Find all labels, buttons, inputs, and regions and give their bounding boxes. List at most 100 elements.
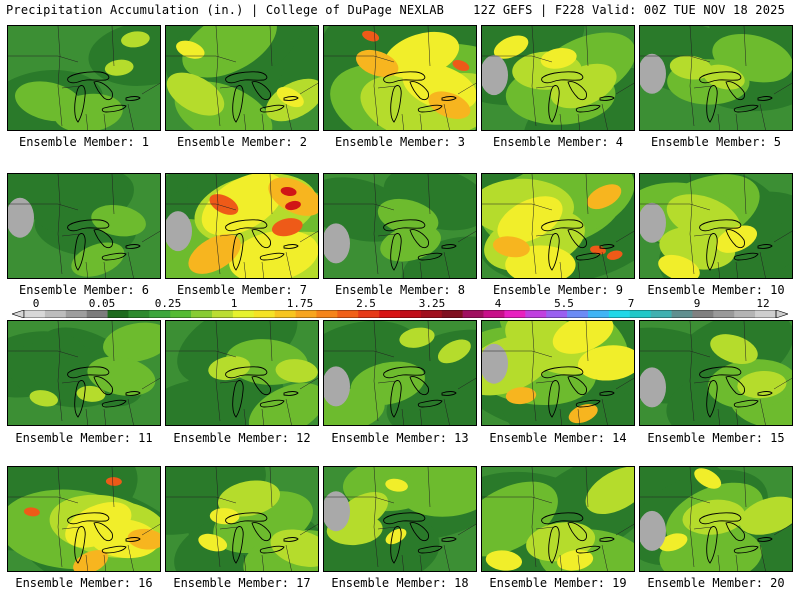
state-border xyxy=(457,377,476,390)
precip-contour xyxy=(280,186,297,197)
state-border xyxy=(373,467,379,568)
ensemble-member-panel xyxy=(323,25,477,131)
state-border xyxy=(219,85,239,89)
great-lake-outline xyxy=(93,229,113,249)
state-border xyxy=(689,174,695,275)
state-border xyxy=(401,261,405,278)
ensemble-member-panel xyxy=(7,173,161,279)
great-lake-outline xyxy=(125,244,141,249)
great-lake-outline xyxy=(409,229,429,249)
state-border xyxy=(419,554,423,571)
great-lake-outline xyxy=(259,399,285,408)
ensemble-member-label: Ensemble Member: 1 xyxy=(18,135,150,149)
state-border xyxy=(577,554,581,571)
great-lake-outline xyxy=(383,512,426,525)
great-lake-outline xyxy=(67,71,110,84)
state-border xyxy=(324,350,395,358)
colorbar-swatch xyxy=(441,310,463,318)
colorbar-swatch xyxy=(671,310,693,318)
colorbar-swatch xyxy=(608,310,631,318)
great-lake-outline xyxy=(251,81,271,101)
colorbar-swatch xyxy=(191,310,213,318)
precipitation-map xyxy=(640,174,792,278)
state-border xyxy=(215,174,221,275)
state-border xyxy=(689,467,695,568)
state-border xyxy=(482,55,553,63)
great-lake-outline xyxy=(599,537,615,542)
precip-contour xyxy=(739,496,792,535)
ensemble-member-label: Ensemble Member: 5 xyxy=(650,135,782,149)
state-border xyxy=(401,554,405,571)
great-lake-outline xyxy=(74,380,86,418)
colorbar-swatch xyxy=(253,310,275,318)
state-border xyxy=(243,554,247,571)
state-border xyxy=(243,113,247,130)
great-lake-outline xyxy=(74,526,86,564)
state-border xyxy=(377,526,397,530)
precip-contour xyxy=(182,26,277,78)
colorbar-swatch xyxy=(525,310,547,318)
great-lake-outline xyxy=(725,229,745,249)
colorbar-min-arrow xyxy=(12,310,25,318)
precip-contour xyxy=(218,480,280,517)
ensemble-member-label: Ensemble Member: 8 xyxy=(334,283,466,297)
great-lake-outline xyxy=(259,545,285,554)
great-lake-outline xyxy=(283,244,299,249)
precip-contour xyxy=(268,177,318,216)
state-border xyxy=(269,467,273,508)
great-lake-outline xyxy=(548,233,560,271)
great-lake-outline xyxy=(390,85,402,123)
great-lake-outline xyxy=(383,219,426,232)
state-border xyxy=(377,380,397,384)
precipitation-map xyxy=(8,26,160,130)
great-lake-outline xyxy=(733,104,759,113)
great-lake-outline xyxy=(725,376,745,396)
state-border xyxy=(85,408,89,425)
great-lake-outline xyxy=(441,391,457,396)
state-border xyxy=(717,113,721,130)
state-border xyxy=(457,230,476,243)
precip-contour xyxy=(452,60,470,71)
state-border xyxy=(127,103,134,130)
great-lake-outline xyxy=(251,522,271,542)
colorbar-swatch xyxy=(755,310,777,318)
precip-contour xyxy=(91,204,146,237)
great-lake-outline xyxy=(225,71,268,84)
precip-contour xyxy=(737,370,787,399)
colorbar-swatch xyxy=(295,310,317,318)
state-border xyxy=(377,85,397,89)
ensemble-member-panel xyxy=(165,25,319,131)
precip-contour xyxy=(127,528,160,550)
state-border xyxy=(427,467,431,508)
state-border xyxy=(219,233,239,237)
great-lake-outline xyxy=(417,399,443,408)
ensemble-member-label: Ensemble Member: 9 xyxy=(492,283,624,297)
precip-contour xyxy=(87,356,156,396)
state-border xyxy=(261,554,265,571)
great-lake-outline xyxy=(417,252,443,261)
colorbar-tick-label: 9 xyxy=(693,297,701,310)
great-lake-outline xyxy=(699,366,742,379)
great-lake-outline xyxy=(575,545,601,554)
great-lake-outline xyxy=(441,96,457,101)
state-border xyxy=(269,26,273,67)
precip-contour xyxy=(104,59,134,76)
colorbar-swatch xyxy=(629,310,651,318)
colorbar-swatch xyxy=(358,310,380,318)
state-border xyxy=(215,26,221,127)
precipitation-map xyxy=(166,174,318,278)
great-lake-outline xyxy=(548,526,560,564)
precipitation-map xyxy=(482,174,634,278)
precip-contour xyxy=(208,356,251,381)
colorbar-swatch xyxy=(734,310,756,318)
great-lake-outline xyxy=(125,537,141,542)
state-border xyxy=(419,408,423,425)
state-border xyxy=(743,174,747,215)
precipitation-map xyxy=(324,26,476,130)
state-border xyxy=(324,55,395,63)
low-precip-area xyxy=(324,223,350,264)
great-lake-outline xyxy=(699,512,742,525)
state-border xyxy=(717,408,721,425)
precipitation-map xyxy=(640,467,792,571)
state-border xyxy=(103,554,107,571)
